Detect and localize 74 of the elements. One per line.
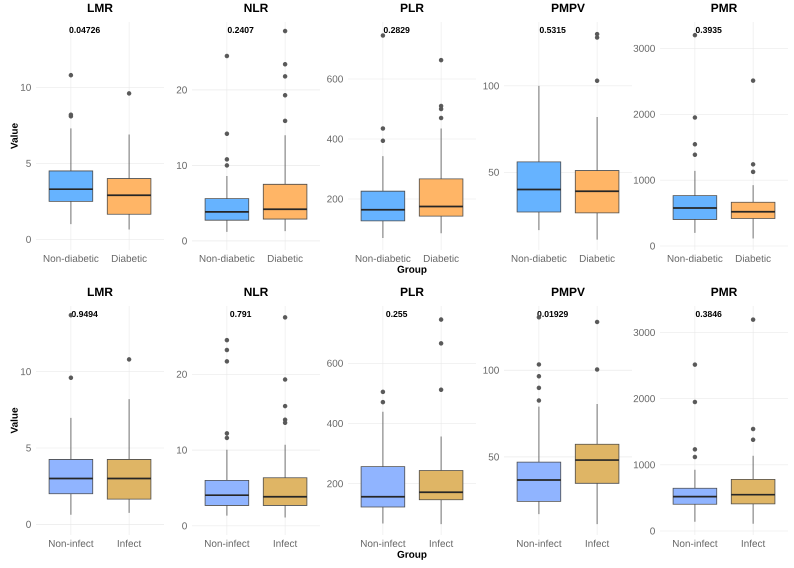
chart-title: PMPV bbox=[552, 288, 585, 296]
y-tick-label: 0 bbox=[650, 242, 655, 250]
annotation: 0.255 bbox=[386, 310, 408, 318]
y-tick-label: 0 bbox=[182, 522, 187, 530]
annotation: 0.3846 bbox=[696, 310, 722, 318]
x-tick-label: Diabetic bbox=[580, 254, 615, 262]
y-tick-label: 20 bbox=[176, 86, 187, 94]
y-tick-label: 5 bbox=[26, 444, 31, 452]
chart-title: LMR bbox=[88, 288, 113, 296]
x-tick-label: Infect bbox=[118, 540, 142, 548]
x-tick-label: Non-infect bbox=[517, 540, 562, 548]
annotation: 0.2407 bbox=[228, 26, 254, 34]
chart-title: NLR bbox=[244, 4, 268, 12]
y-tick-label: 0 bbox=[26, 236, 31, 243]
y-tick-label: 20 bbox=[176, 370, 187, 378]
x-tick-label: Non-diabetic bbox=[668, 254, 723, 262]
y-tick-label: 10 bbox=[176, 162, 187, 169]
y-tick-label: 200 bbox=[327, 195, 343, 203]
x-tick-label: Diabetic bbox=[424, 254, 459, 262]
x-tick-label: Non-infect bbox=[49, 540, 94, 548]
annotation: 0.791 bbox=[230, 310, 252, 318]
x-tick-label: Infect bbox=[430, 540, 454, 548]
y-tick-label: 3000 bbox=[634, 328, 655, 336]
chart-title: PLR bbox=[400, 4, 424, 12]
y-tick-label: 400 bbox=[326, 135, 343, 143]
y-tick-label: 1000 bbox=[634, 461, 655, 468]
x-tick-label: Infect bbox=[742, 540, 766, 548]
y-tick-label: 200 bbox=[327, 480, 343, 488]
annotation: 0.3935 bbox=[696, 26, 722, 34]
y-tick-label: 50 bbox=[488, 168, 499, 176]
annotation: 0.5315 bbox=[540, 26, 566, 34]
x-axis-title: Group bbox=[397, 266, 427, 275]
y-tick-label: 3000 bbox=[634, 44, 655, 52]
x-tick-label: Non-diabetic bbox=[512, 254, 567, 262]
y-tick-label: 400 bbox=[326, 420, 343, 428]
y-tick-label: 0 bbox=[182, 237, 187, 244]
y-tick-label: 50 bbox=[488, 453, 499, 460]
x-tick-label: Non-infect bbox=[673, 540, 718, 548]
x-axis-title: Group bbox=[397, 550, 427, 560]
annotation: 0.9494 bbox=[72, 310, 98, 318]
y-tick-label: 2000 bbox=[634, 395, 655, 402]
chart-title: LMR bbox=[88, 4, 113, 12]
x-tick-label: Infect bbox=[274, 540, 298, 548]
annotation: 0.01929 bbox=[537, 310, 568, 318]
x-tick-label: Non-infect bbox=[205, 540, 250, 548]
x-tick-label: Diabetic bbox=[736, 254, 771, 262]
x-tick-label: Non-diabetic bbox=[356, 254, 411, 262]
x-tick-label: Diabetic bbox=[268, 254, 303, 262]
y-tick-label: 2000 bbox=[634, 110, 655, 118]
chart-title: PLR bbox=[400, 288, 424, 296]
annotation: 0.04726 bbox=[69, 26, 100, 34]
y-tick-label: 5 bbox=[26, 160, 31, 167]
x-tick-label: Non-infect bbox=[361, 540, 406, 548]
chart-title: PMPV bbox=[552, 4, 585, 12]
x-tick-label: Non-diabetic bbox=[200, 254, 255, 262]
y-tick-label: 1000 bbox=[634, 176, 655, 184]
y-tick-label: 600 bbox=[327, 360, 343, 367]
y-tick-label: 0 bbox=[650, 528, 655, 535]
y-axis-title: Value bbox=[10, 123, 18, 149]
y-tick-label: 10 bbox=[20, 84, 31, 91]
annotation: 0.2829 bbox=[384, 26, 410, 34]
y-tick-label: 600 bbox=[327, 75, 343, 83]
chart-title: NLR bbox=[244, 288, 268, 296]
x-tick-label: Infect bbox=[586, 540, 610, 548]
y-tick-label: 0 bbox=[26, 520, 31, 528]
x-tick-label: Non-diabetic bbox=[44, 254, 99, 262]
y-tick-label: 10 bbox=[20, 368, 31, 376]
y-tick-label: 100 bbox=[483, 82, 499, 90]
y-tick-label: 10 bbox=[176, 446, 187, 454]
y-axis-title: Value bbox=[10, 408, 18, 434]
chart-title: PMR bbox=[712, 4, 738, 12]
x-tick-label: Diabetic bbox=[112, 254, 147, 262]
y-tick-label: 100 bbox=[483, 366, 499, 374]
chart-title: PMR bbox=[712, 288, 738, 296]
